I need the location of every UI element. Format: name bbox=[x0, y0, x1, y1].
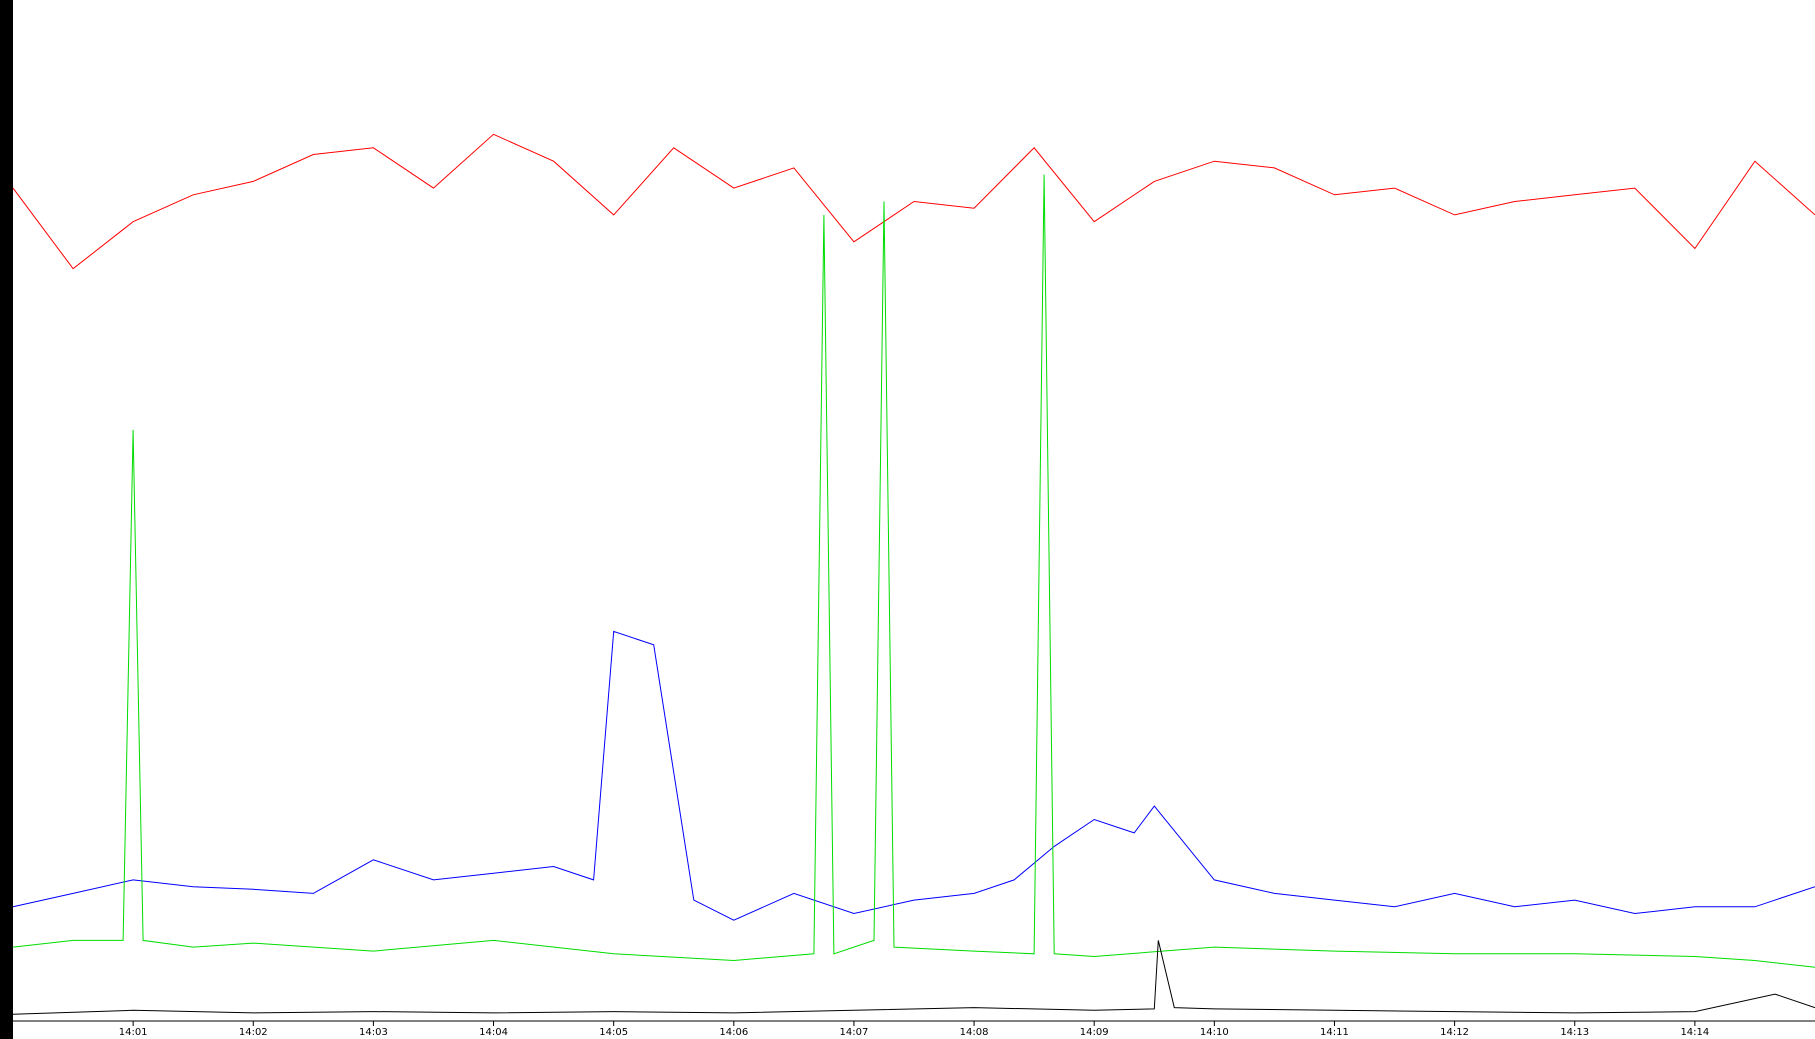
x-tick-label: 14:07 bbox=[840, 1027, 869, 1038]
y-tick-label: 228 bbox=[1, 705, 12, 724]
x-tick-label: 14:06 bbox=[719, 1027, 748, 1038]
y-tick-label: 0 bbox=[1, 1015, 12, 1021]
x-tick-label: 14:04 bbox=[479, 1027, 508, 1038]
left-band bbox=[0, 0, 13, 1039]
x-tick-label: 14:11 bbox=[1320, 1027, 1349, 1038]
x-tick-label: 14:13 bbox=[1560, 1027, 1589, 1038]
x-tick-label: 14:02 bbox=[239, 1027, 268, 1038]
y-tick-label: 684 bbox=[1, 93, 12, 112]
series-line-0 bbox=[12, 133, 1815, 270]
y-tick-label: 608 bbox=[1, 195, 12, 214]
x-tick-label: 14:05 bbox=[599, 1027, 628, 1038]
y-tick-label: 532 bbox=[1, 297, 12, 316]
series-line-2 bbox=[12, 174, 1815, 968]
series-line-3 bbox=[12, 940, 1815, 1015]
x-tick-label: 14:08 bbox=[960, 1027, 989, 1038]
series-layer bbox=[12, 133, 1815, 1015]
x-tick-label: 14:12 bbox=[1440, 1027, 1469, 1038]
y-tick-label: 760 bbox=[1, 2, 12, 21]
x-tick-label: 14:14 bbox=[1680, 1027, 1709, 1038]
x-tick-label: 14:09 bbox=[1080, 1027, 1109, 1038]
y-axis-ticks: 0 76 152 228 304 380 456 532 608 684 760 bbox=[1, 2, 12, 1021]
x-tick-label: 14:03 bbox=[359, 1027, 388, 1038]
y-tick-label: 152 bbox=[1, 807, 12, 826]
x-tick-label: 14:10 bbox=[1200, 1027, 1229, 1038]
series-line-1 bbox=[12, 630, 1815, 921]
plot-background bbox=[13, 0, 1815, 1022]
y-tick-label: 76 bbox=[1, 913, 12, 926]
y-tick-label: 380 bbox=[1, 501, 12, 520]
y-tick-label: 304 bbox=[1, 603, 12, 622]
x-axis-ticks: 14:01 14:02 14:03 14:04 14:05 14:06 14:07 14:08… bbox=[119, 1021, 1709, 1038]
y-tick-label: 456 bbox=[1, 399, 12, 418]
x-tick-label: 14:01 bbox=[119, 1027, 148, 1038]
